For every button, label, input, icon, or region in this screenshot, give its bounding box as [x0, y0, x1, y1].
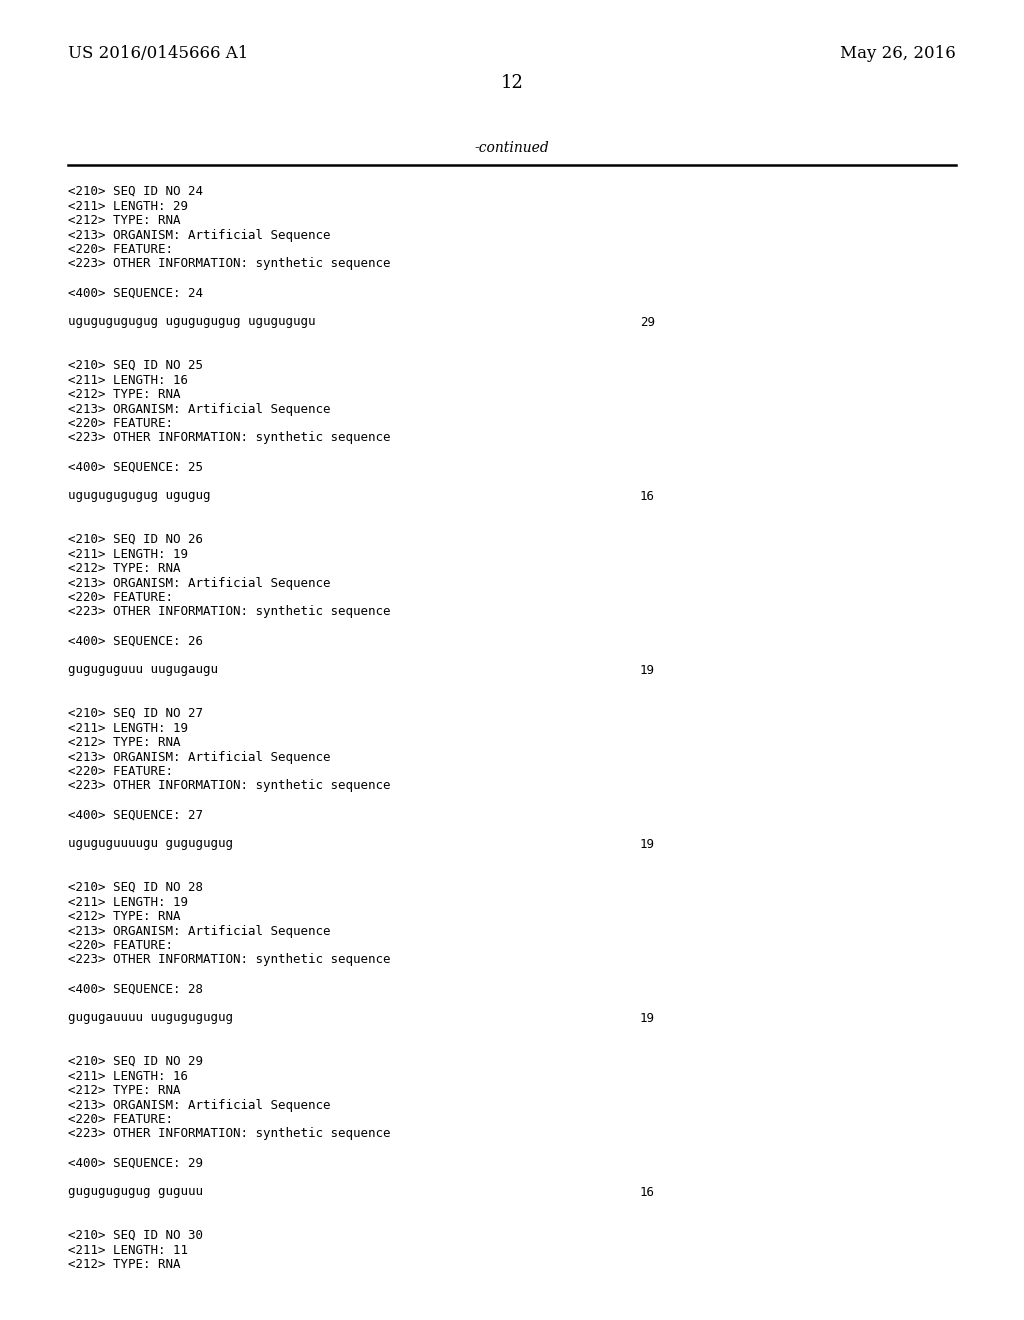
Text: <211> LENGTH: 16: <211> LENGTH: 16 — [68, 374, 188, 387]
Text: ugugugugugug ugugug: ugugugugugug ugugug — [68, 490, 211, 503]
Text: 19: 19 — [640, 664, 655, 676]
Text: <210> SEQ ID NO 27: <210> SEQ ID NO 27 — [68, 708, 203, 719]
Text: <400> SEQUENCE: 26: <400> SEQUENCE: 26 — [68, 635, 203, 648]
Text: <220> FEATURE:: <220> FEATURE: — [68, 939, 173, 952]
Text: <213> ORGANISM: Artificial Sequence: <213> ORGANISM: Artificial Sequence — [68, 924, 331, 937]
Text: <223> OTHER INFORMATION: synthetic sequence: <223> OTHER INFORMATION: synthetic seque… — [68, 432, 390, 445]
Text: <210> SEQ ID NO 30: <210> SEQ ID NO 30 — [68, 1229, 203, 1242]
Text: 19: 19 — [640, 837, 655, 850]
Text: gugugauuuu uugugugugug: gugugauuuu uugugugugug — [68, 1011, 233, 1024]
Text: <212> TYPE: RNA: <212> TYPE: RNA — [68, 909, 180, 923]
Text: <210> SEQ ID NO 29: <210> SEQ ID NO 29 — [68, 1055, 203, 1068]
Text: <212> TYPE: RNA: <212> TYPE: RNA — [68, 214, 180, 227]
Text: <213> ORGANISM: Artificial Sequence: <213> ORGANISM: Artificial Sequence — [68, 751, 331, 763]
Text: gugugugugug guguuu: gugugugugug guguuu — [68, 1185, 203, 1199]
Text: <400> SEQUENCE: 24: <400> SEQUENCE: 24 — [68, 286, 203, 300]
Text: <223> OTHER INFORMATION: synthetic sequence: <223> OTHER INFORMATION: synthetic seque… — [68, 606, 390, 619]
Text: <211> LENGTH: 11: <211> LENGTH: 11 — [68, 1243, 188, 1257]
Text: <210> SEQ ID NO 28: <210> SEQ ID NO 28 — [68, 880, 203, 894]
Text: <212> TYPE: RNA: <212> TYPE: RNA — [68, 1084, 180, 1097]
Text: <213> ORGANISM: Artificial Sequence: <213> ORGANISM: Artificial Sequence — [68, 577, 331, 590]
Text: <223> OTHER INFORMATION: synthetic sequence: <223> OTHER INFORMATION: synthetic seque… — [68, 1127, 390, 1140]
Text: 16: 16 — [640, 490, 655, 503]
Text: <400> SEQUENCE: 29: <400> SEQUENCE: 29 — [68, 1156, 203, 1170]
Text: <210> SEQ ID NO 26: <210> SEQ ID NO 26 — [68, 533, 203, 546]
Text: <223> OTHER INFORMATION: synthetic sequence: <223> OTHER INFORMATION: synthetic seque… — [68, 257, 390, 271]
Text: <212> TYPE: RNA: <212> TYPE: RNA — [68, 388, 180, 401]
Text: <212> TYPE: RNA: <212> TYPE: RNA — [68, 1258, 180, 1271]
Text: <400> SEQUENCE: 28: <400> SEQUENCE: 28 — [68, 982, 203, 995]
Text: <220> FEATURE:: <220> FEATURE: — [68, 243, 173, 256]
Text: 19: 19 — [640, 1011, 655, 1024]
Text: <400> SEQUENCE: 25: <400> SEQUENCE: 25 — [68, 461, 203, 474]
Text: <212> TYPE: RNA: <212> TYPE: RNA — [68, 737, 180, 748]
Text: <220> FEATURE:: <220> FEATURE: — [68, 1113, 173, 1126]
Text: uguguguuuugu gugugugug: uguguguuuugu gugugugug — [68, 837, 233, 850]
Text: <223> OTHER INFORMATION: synthetic sequence: <223> OTHER INFORMATION: synthetic seque… — [68, 953, 390, 966]
Text: <211> LENGTH: 19: <211> LENGTH: 19 — [68, 895, 188, 908]
Text: <211> LENGTH: 16: <211> LENGTH: 16 — [68, 1069, 188, 1082]
Text: <220> FEATURE:: <220> FEATURE: — [68, 417, 173, 430]
Text: ugugugugugug ugugugugug ugugugugu: ugugugugugug ugugugugug ugugugugu — [68, 315, 315, 329]
Text: <400> SEQUENCE: 27: <400> SEQUENCE: 27 — [68, 808, 203, 821]
Text: <212> TYPE: RNA: <212> TYPE: RNA — [68, 562, 180, 576]
Text: May 26, 2016: May 26, 2016 — [841, 45, 956, 62]
Text: <220> FEATURE:: <220> FEATURE: — [68, 591, 173, 605]
Text: <210> SEQ ID NO 25: <210> SEQ ID NO 25 — [68, 359, 203, 372]
Text: -continued: -continued — [475, 141, 549, 154]
Text: <210> SEQ ID NO 24: <210> SEQ ID NO 24 — [68, 185, 203, 198]
Text: <213> ORGANISM: Artificial Sequence: <213> ORGANISM: Artificial Sequence — [68, 403, 331, 416]
Text: <223> OTHER INFORMATION: synthetic sequence: <223> OTHER INFORMATION: synthetic seque… — [68, 780, 390, 792]
Text: 16: 16 — [640, 1185, 655, 1199]
Text: <220> FEATURE:: <220> FEATURE: — [68, 766, 173, 777]
Text: US 2016/0145666 A1: US 2016/0145666 A1 — [68, 45, 249, 62]
Text: 29: 29 — [640, 315, 655, 329]
Text: guguguguuu uugugaugu: guguguguuu uugugaugu — [68, 664, 218, 676]
Text: <213> ORGANISM: Artificial Sequence: <213> ORGANISM: Artificial Sequence — [68, 228, 331, 242]
Text: <213> ORGANISM: Artificial Sequence: <213> ORGANISM: Artificial Sequence — [68, 1098, 331, 1111]
Text: <211> LENGTH: 19: <211> LENGTH: 19 — [68, 548, 188, 561]
Text: <211> LENGTH: 19: <211> LENGTH: 19 — [68, 722, 188, 734]
Text: 12: 12 — [501, 74, 523, 92]
Text: <211> LENGTH: 29: <211> LENGTH: 29 — [68, 199, 188, 213]
